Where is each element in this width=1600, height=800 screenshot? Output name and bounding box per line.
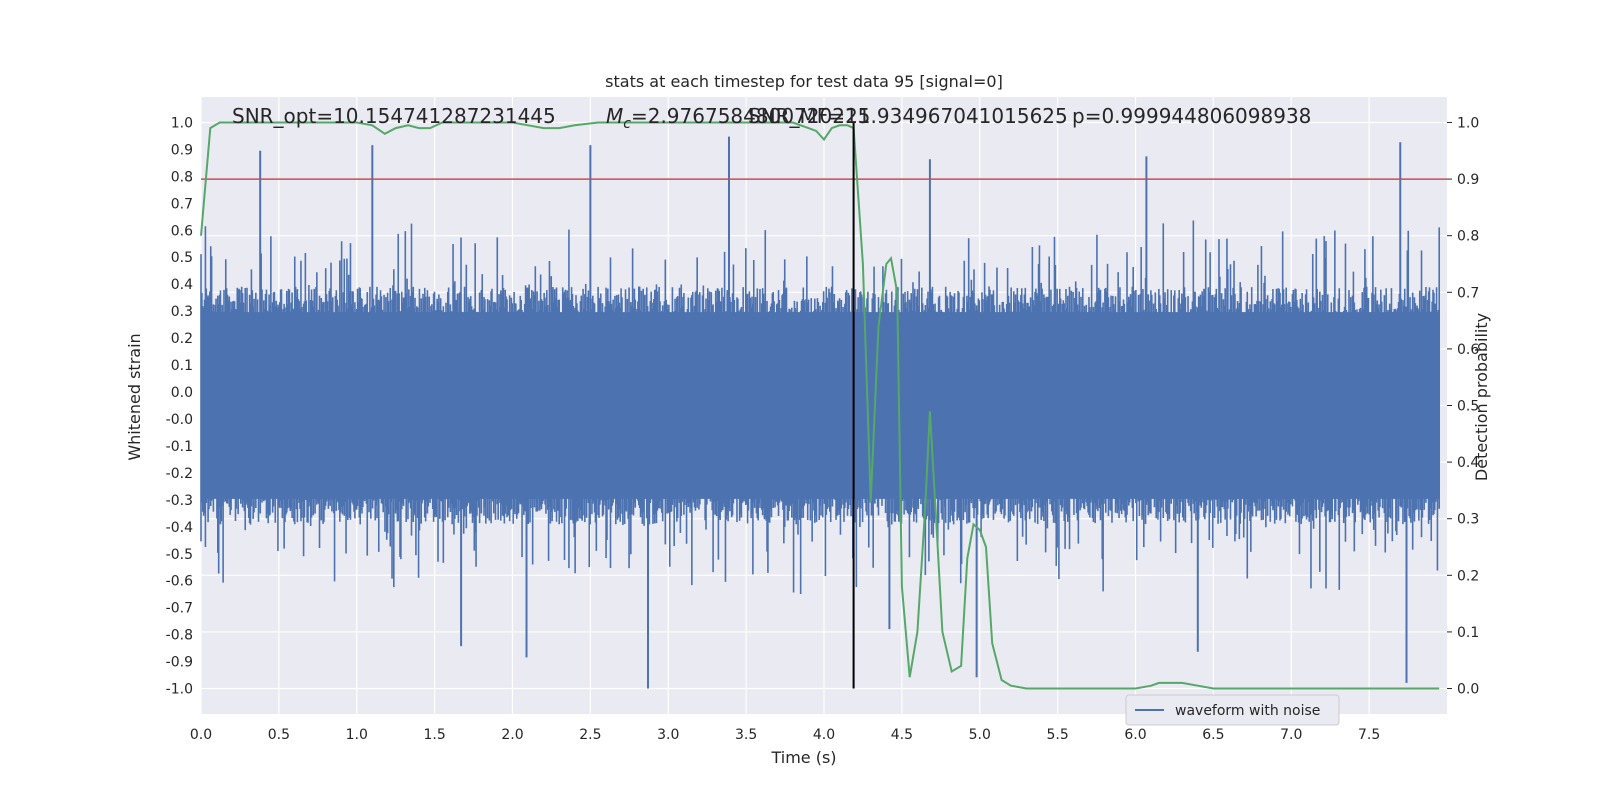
x-tick-label: 7.0 <box>1280 727 1302 743</box>
y-tick-label: -0.0 <box>166 412 193 428</box>
x-tick-label: 5.5 <box>1046 727 1068 743</box>
x-tick-label: 1.0 <box>346 727 368 743</box>
annotation-p-value: p=0.999944806098938 <box>1072 104 1311 128</box>
y2-tick-label: 0.6 <box>1457 342 1479 358</box>
y-tick-label: -1.0 <box>166 682 193 698</box>
x-tick-label: 7.5 <box>1358 727 1380 743</box>
y-tick-label: 0.1 <box>171 358 193 374</box>
y-tick-label: 0.3 <box>171 304 193 320</box>
y2-tick-label: 0.1 <box>1457 625 1479 641</box>
y-tick-label: -0.5 <box>166 547 193 563</box>
y-tick-label: 0.4 <box>171 277 193 293</box>
y-axis-label: Whitened strain <box>125 333 144 460</box>
y2-tick-label: 0.0 <box>1457 682 1479 698</box>
y-tick-labels: 1.0 0.9 0.8 0.7 0.6 0.5 0.4 0.3 0.2 0.1 0.0 -0.0 -0.… <box>166 115 193 697</box>
y2-tick-label: 0.5 <box>1457 399 1479 415</box>
y-tick-label: -0.3 <box>166 493 193 509</box>
y-tick-label: 0.2 <box>171 331 193 347</box>
waveform-core <box>201 312 1440 499</box>
y2-tick-label: 0.9 <box>1457 172 1479 188</box>
y2-tick-label: 0.7 <box>1457 285 1479 301</box>
x-tick-label: 6.0 <box>1124 727 1146 743</box>
y-tick-label: 0.9 <box>171 142 193 158</box>
legend-label-waveform: waveform with noise <box>1175 703 1320 719</box>
y-tick-label: -0.9 <box>166 655 193 671</box>
y-tick-label: 0.6 <box>171 223 193 239</box>
x-tick-label: 0.0 <box>190 727 212 743</box>
x-tick-label: 3.5 <box>735 727 757 743</box>
annotation-mc-symbol: M <box>606 104 623 128</box>
x-tick-label: 4.5 <box>891 727 913 743</box>
x-tick-label: 4.0 <box>813 727 835 743</box>
y-tick-label: -0.6 <box>166 574 193 590</box>
y2-tick-label: 0.4 <box>1457 455 1479 471</box>
y-tick-label: 0.5 <box>171 250 193 266</box>
x-tick-labels: 0.0 0.5 1.0 1.5 2.0 2.5 3.0 3.5 4.0 4.5 5.0 5.5 6.0 6… <box>190 727 1380 743</box>
y2-tick-label: 0.8 <box>1457 229 1479 245</box>
x-tick-label: 1.5 <box>423 727 445 743</box>
x-tick-label: 6.5 <box>1202 727 1224 743</box>
y-tick-label: -0.8 <box>166 628 193 644</box>
x-axis-label: Time (s) <box>770 748 836 767</box>
y2-tick-label: 0.3 <box>1457 512 1479 528</box>
x-tick-label: 0.5 <box>268 727 290 743</box>
x-tick-label: 5.0 <box>969 727 991 743</box>
y-tick-label: -0.4 <box>166 520 193 536</box>
y2-axis-label: Detection probability <box>1472 313 1491 481</box>
y-tick-label: 0.7 <box>171 196 193 212</box>
annotation-snr-opt: SNR_opt=10.154741287231445 <box>232 104 556 128</box>
annotation-mc-value: =2.9767584800720215 <box>631 104 870 128</box>
annotation-snr-mf: SNR_MF=21.934967041015625 <box>748 104 1068 128</box>
legend: waveform with noise <box>1125 694 1340 726</box>
y-tick-label: -0.7 <box>166 601 193 617</box>
legend-box <box>1125 694 1340 726</box>
y-tick-label: 1.0 <box>171 115 193 131</box>
detection-probability-line <box>200 121 1440 690</box>
y2-tick-label: 0.2 <box>1457 568 1479 584</box>
chart-title: stats at each timestep for test data 95 … <box>605 72 1003 91</box>
y-tick-label: 0.0 <box>171 385 193 401</box>
x-tick-label: 2.5 <box>579 727 601 743</box>
x-tick-label: 2.0 <box>501 727 523 743</box>
y2-tick-labels: 1.0 0.9 0.8 0.7 0.6 0.5 0.4 0.3 0.2 0.1 0.0 <box>1447 115 1479 698</box>
y-tick-label: 0.8 <box>171 169 193 185</box>
waveform-series <box>200 136 1441 689</box>
y-tick-label: -0.2 <box>166 466 193 482</box>
y2-tick-label: 1.0 <box>1457 115 1479 131</box>
annotation-mc: Mc=2.9767584800720215 <box>606 104 870 132</box>
y-tick-label: -0.1 <box>166 439 193 455</box>
annotation-mc-subscript: c <box>623 116 631 132</box>
x-tick-label: 3.0 <box>657 727 679 743</box>
